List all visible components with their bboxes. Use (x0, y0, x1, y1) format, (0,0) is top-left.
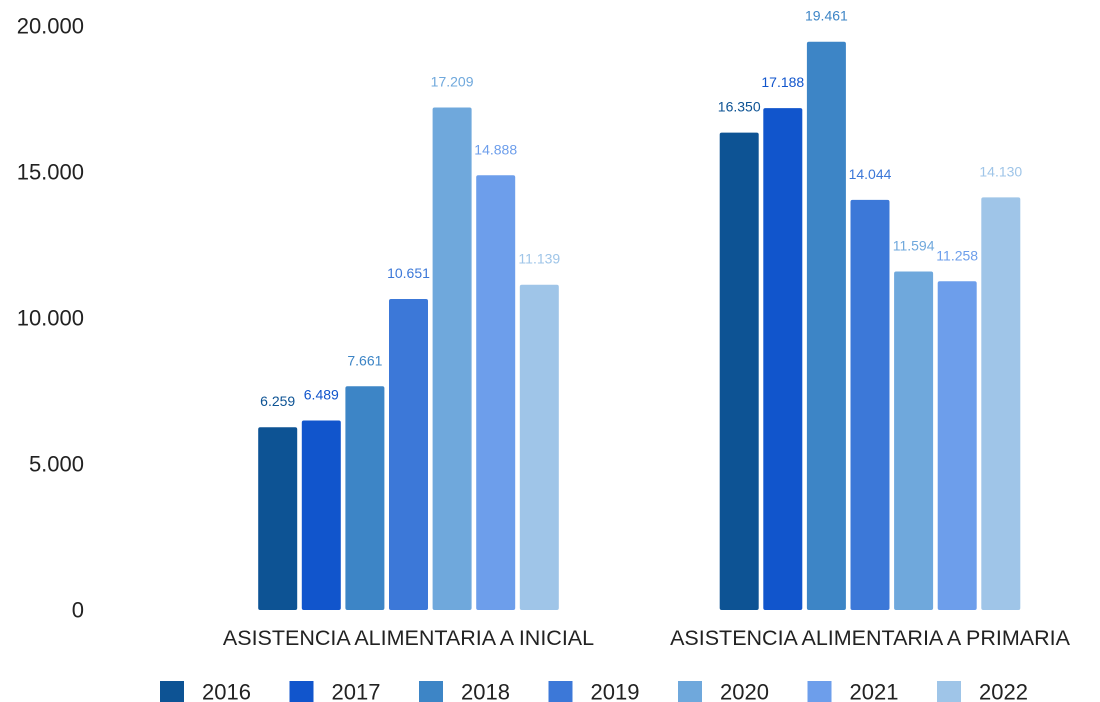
data-label: 11.594 (893, 238, 935, 254)
bar (981, 197, 1021, 610)
bar (258, 427, 298, 610)
data-label: 19.461 (805, 8, 848, 24)
legend-swatch (160, 681, 184, 702)
y-tick-label: 15.000 (17, 160, 84, 185)
legend-swatch (678, 681, 702, 702)
bar (432, 107, 472, 610)
x-category-label: ASISTENCIA ALIMENTARIA A PRIMARIA (670, 626, 1071, 650)
legend-label: 2016 (202, 680, 251, 702)
data-label: 14.044 (849, 166, 892, 182)
data-label: 11.139 (518, 251, 560, 267)
data-label: 6.259 (260, 393, 295, 409)
bar (389, 299, 428, 610)
legend-swatch (289, 681, 314, 702)
bar (345, 386, 385, 610)
legend-label: 2018 (461, 680, 510, 702)
legend-swatch (419, 681, 443, 702)
bar (763, 108, 803, 610)
bar (519, 284, 559, 610)
data-label: 6.489 (304, 387, 339, 403)
bar (937, 281, 977, 610)
legend-label: 2021 (850, 680, 899, 702)
data-label: 16.350 (718, 99, 761, 115)
legend-swatch (548, 681, 573, 702)
bar (850, 199, 890, 610)
data-label: 17.209 (431, 74, 474, 90)
data-label: 14.888 (474, 141, 517, 157)
bar (476, 175, 516, 611)
data-label: 17.188 (761, 74, 804, 90)
legend-label: 2019 (591, 680, 640, 702)
x-axis: ASISTENCIA ALIMENTARIA A INICIAL ASISTENC… (223, 626, 1071, 650)
data-label: 7.661 (347, 352, 382, 368)
bar (806, 41, 846, 610)
legend-label: 2017 (332, 680, 381, 702)
y-tick-label: 5.000 (29, 452, 84, 477)
legend-label: 2020 (720, 680, 769, 702)
data-label: 10.651 (387, 265, 430, 281)
data-label: 11.258 (936, 247, 978, 263)
y-tick-label: 0 (72, 598, 84, 623)
bar (894, 271, 934, 610)
bar (719, 132, 759, 610)
legend-swatch (807, 681, 832, 702)
data-label: 14.130 (979, 163, 1022, 179)
y-tick-label: 10.000 (17, 306, 84, 331)
y-tick-label: 20.000 (17, 14, 84, 39)
x-category-label: ASISTENCIA ALIMENTARIA A INICIAL (223, 626, 594, 650)
legend: 2016 2017 2018 2019 2020 2021 2022 (160, 680, 1028, 702)
legend-swatch (937, 681, 961, 702)
bar (301, 420, 341, 610)
bars-group: 6.259 6.489 7.661 10.651 17.209 14.888 11.139 1… (258, 8, 1022, 611)
legend-label: 2022 (979, 680, 1028, 702)
y-axis: 0 5.000 10.000 15.000 20.000 (17, 14, 84, 623)
